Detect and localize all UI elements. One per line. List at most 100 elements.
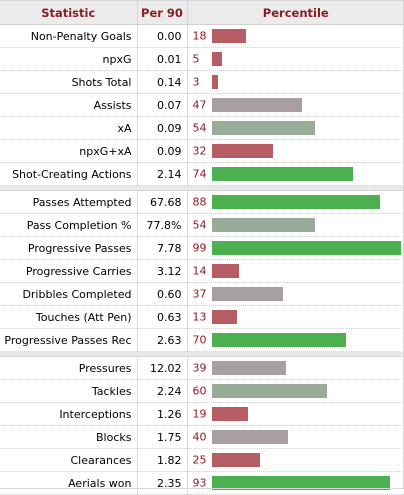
per90-value: 0.60 (137, 282, 188, 306)
per90-value: 77.8% (137, 213, 188, 237)
percentile-value: 99 (192, 241, 207, 255)
percentile-cell: 47 (187, 93, 404, 117)
percentile-bar (211, 264, 239, 278)
percentile-cell: 3 (187, 70, 404, 94)
percentile-value: 54 (192, 121, 207, 135)
stat-row: Blocks 1.75 40 (0, 425, 404, 449)
per90-value: 67.68 (137, 190, 188, 214)
stat-label: Blocks (0, 425, 138, 449)
stat-row: Dribbles Completed 0.60 37 (0, 282, 404, 306)
percentile-cell: 74 (187, 162, 404, 186)
percentile-bar (211, 121, 315, 135)
stat-row: Shots Total 0.14 3 (0, 70, 404, 94)
per90-value: 2.35 (137, 471, 188, 495)
separator-cell (0, 351, 404, 357)
percentile-value: 25 (192, 453, 207, 467)
stat-row: npxG+xA 0.09 32 (0, 139, 404, 163)
per90-value: 2.14 (137, 162, 188, 186)
percentile-value: 93 (192, 476, 207, 490)
percentile-cell: 54 (187, 116, 404, 140)
percentile-bar (211, 98, 302, 112)
percentile-cell: 40 (187, 425, 404, 449)
header-statistic[interactable]: Statistic (0, 0, 138, 25)
percentile-bar (211, 241, 401, 255)
percentile-cell: 39 (187, 356, 404, 380)
per90-value: 2.24 (137, 379, 188, 403)
percentile-cell: 13 (187, 305, 404, 329)
percentile-bar (211, 384, 327, 398)
stat-label: Clearances (0, 448, 138, 472)
per90-value: 1.26 (137, 402, 188, 426)
percentile-value: 14 (192, 264, 207, 278)
percentile-bar (211, 144, 273, 158)
percentile-value: 47 (192, 98, 207, 112)
header-percentile[interactable]: Percentile (187, 0, 404, 25)
stat-row: Pressures 12.02 39 (0, 356, 404, 380)
stat-row: Assists 0.07 47 (0, 93, 404, 117)
stat-label: Touches (Att Pen) (0, 305, 138, 329)
percentile-bar (211, 310, 237, 324)
percentile-cell: 99 (187, 236, 404, 260)
percentile-value: 37 (192, 287, 207, 301)
per90-value: 0.07 (137, 93, 188, 117)
stat-label: Interceptions (0, 402, 138, 426)
percentile-bar (211, 407, 248, 421)
percentile-cell: 70 (187, 328, 404, 352)
per90-value: 12.02 (137, 356, 188, 380)
percentile-bar (211, 287, 283, 301)
percentile-cell: 14 (187, 259, 404, 283)
per90-value: 0.63 (137, 305, 188, 329)
percentile-bar (211, 453, 260, 467)
percentile-bar (211, 29, 246, 43)
stat-label: npxG (0, 47, 138, 71)
percentile-cell: 60 (187, 379, 404, 403)
stat-label: Shots Total (0, 70, 138, 94)
stat-label: npxG+xA (0, 139, 138, 163)
stat-row: Pass Completion % 77.8% 54 (0, 213, 404, 237)
per90-value: 0.14 (137, 70, 188, 94)
percentile-bar (211, 430, 288, 444)
stat-label: Pass Completion % (0, 213, 138, 237)
header-per90[interactable]: Per 90 (137, 0, 188, 25)
stat-row: Progressive Passes Rec 2.63 70 (0, 328, 404, 352)
per90-value: 0.01 (137, 47, 188, 71)
stat-row: Progressive Passes 7.78 99 (0, 236, 404, 260)
percentile-value: 70 (192, 333, 207, 347)
stat-label: Passes Attempted (0, 190, 138, 214)
stat-row: Clearances 1.82 25 (0, 448, 404, 472)
stat-label: Assists (0, 93, 138, 117)
percentile-bar (211, 218, 315, 232)
stat-label: Progressive Passes Rec (0, 328, 138, 352)
percentile-cell: 18 (187, 24, 404, 48)
percentile-value: 13 (192, 310, 207, 324)
percentile-bar (211, 52, 222, 66)
per90-value: 3.12 (137, 259, 188, 283)
stat-label: Pressures (0, 356, 138, 380)
percentile-value: 74 (192, 167, 207, 181)
stat-row: xA 0.09 54 (0, 116, 404, 140)
percentile-cell: 88 (187, 190, 404, 214)
percentile-cell: 32 (187, 139, 404, 163)
stat-row: npxG 0.01 5 (0, 47, 404, 71)
table-body: Non-Penalty Goals 0.00 18 npxG 0.01 5 Shots To… (0, 24, 404, 495)
percentile-cell: 37 (187, 282, 404, 306)
percentile-bar (211, 195, 380, 209)
percentile-value: 54 (192, 218, 207, 232)
percentile-cell: 5 (187, 47, 404, 71)
per90-value: 1.75 (137, 425, 188, 449)
percentile-cell: 19 (187, 402, 404, 426)
percentile-bar (211, 167, 353, 181)
group-separator (0, 185, 404, 191)
percentile-value: 60 (192, 384, 207, 398)
stat-label: Aerials won (0, 471, 138, 495)
percentile-bar (211, 476, 390, 490)
stat-row: Passes Attempted 67.68 88 (0, 190, 404, 214)
stat-row: Interceptions 1.26 19 (0, 402, 404, 426)
stat-row: Non-Penalty Goals 0.00 18 (0, 24, 404, 48)
percentile-cell: 54 (187, 213, 404, 237)
group-separator (0, 351, 404, 357)
stat-label: Tackles (0, 379, 138, 403)
stat-row: Progressive Carries 3.12 14 (0, 259, 404, 283)
